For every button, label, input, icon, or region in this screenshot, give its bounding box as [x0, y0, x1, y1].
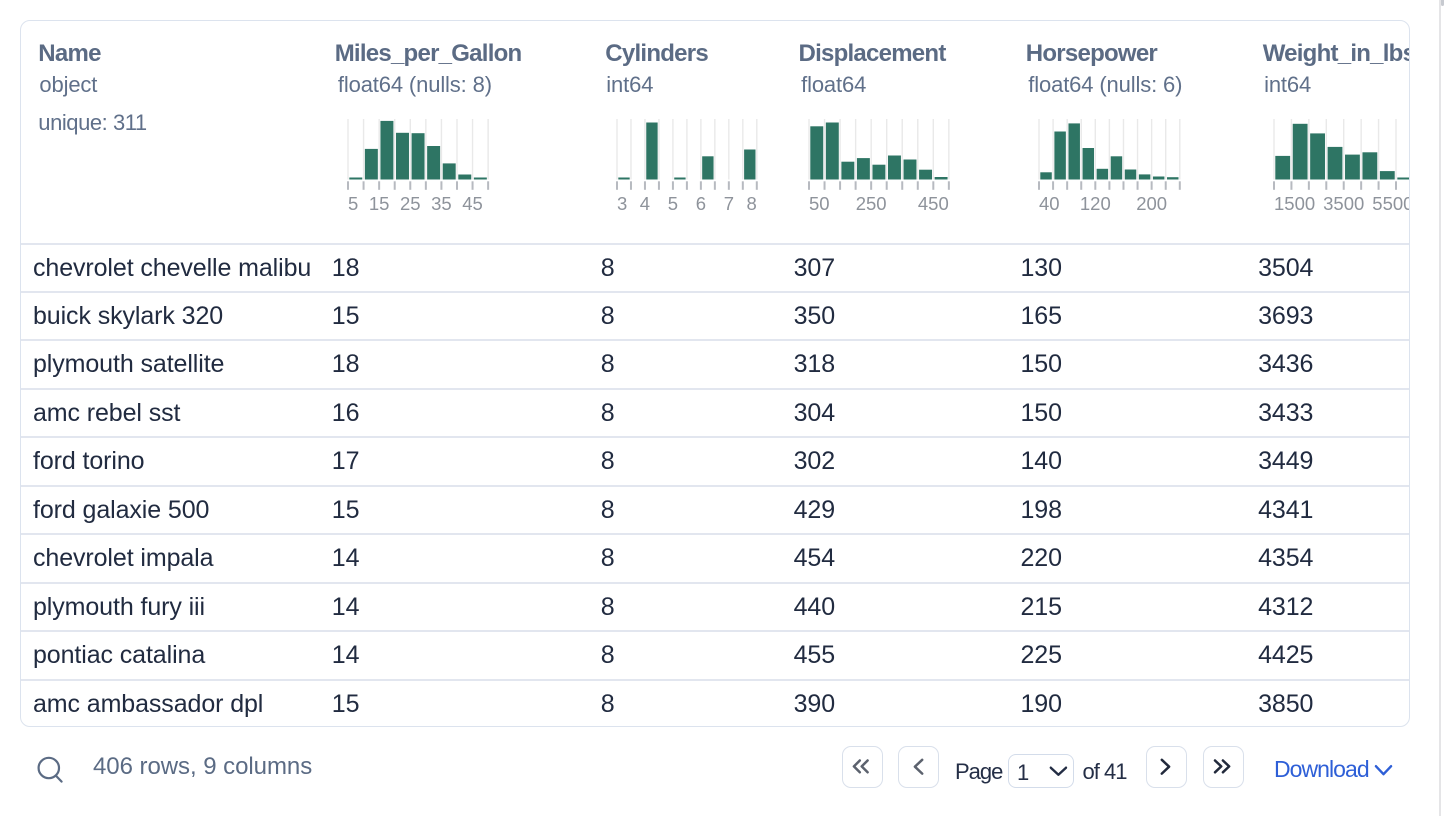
svg-text:250: 250: [856, 193, 887, 214]
svg-text:1500: 1500: [1274, 193, 1315, 214]
svg-text:50: 50: [809, 193, 830, 214]
svg-text:5500: 5500: [1372, 193, 1409, 214]
svg-text:200: 200: [1136, 193, 1167, 214]
svg-text:35: 35: [431, 193, 452, 214]
svg-text:7: 7: [724, 193, 734, 214]
svg-text:8: 8: [747, 193, 757, 214]
svg-text:4: 4: [640, 193, 650, 214]
svg-text:25: 25: [400, 193, 421, 214]
svg-text:5: 5: [668, 193, 678, 214]
svg-text:40: 40: [1039, 193, 1060, 214]
svg-text:3: 3: [617, 193, 627, 214]
svg-text:3500: 3500: [1323, 193, 1364, 214]
svg-text:15: 15: [369, 193, 390, 214]
svg-text:45: 45: [463, 193, 484, 214]
svg-text:6: 6: [696, 193, 706, 214]
svg-text:5: 5: [348, 193, 358, 214]
svg-text:120: 120: [1080, 193, 1111, 214]
svg-text:450: 450: [918, 193, 949, 214]
